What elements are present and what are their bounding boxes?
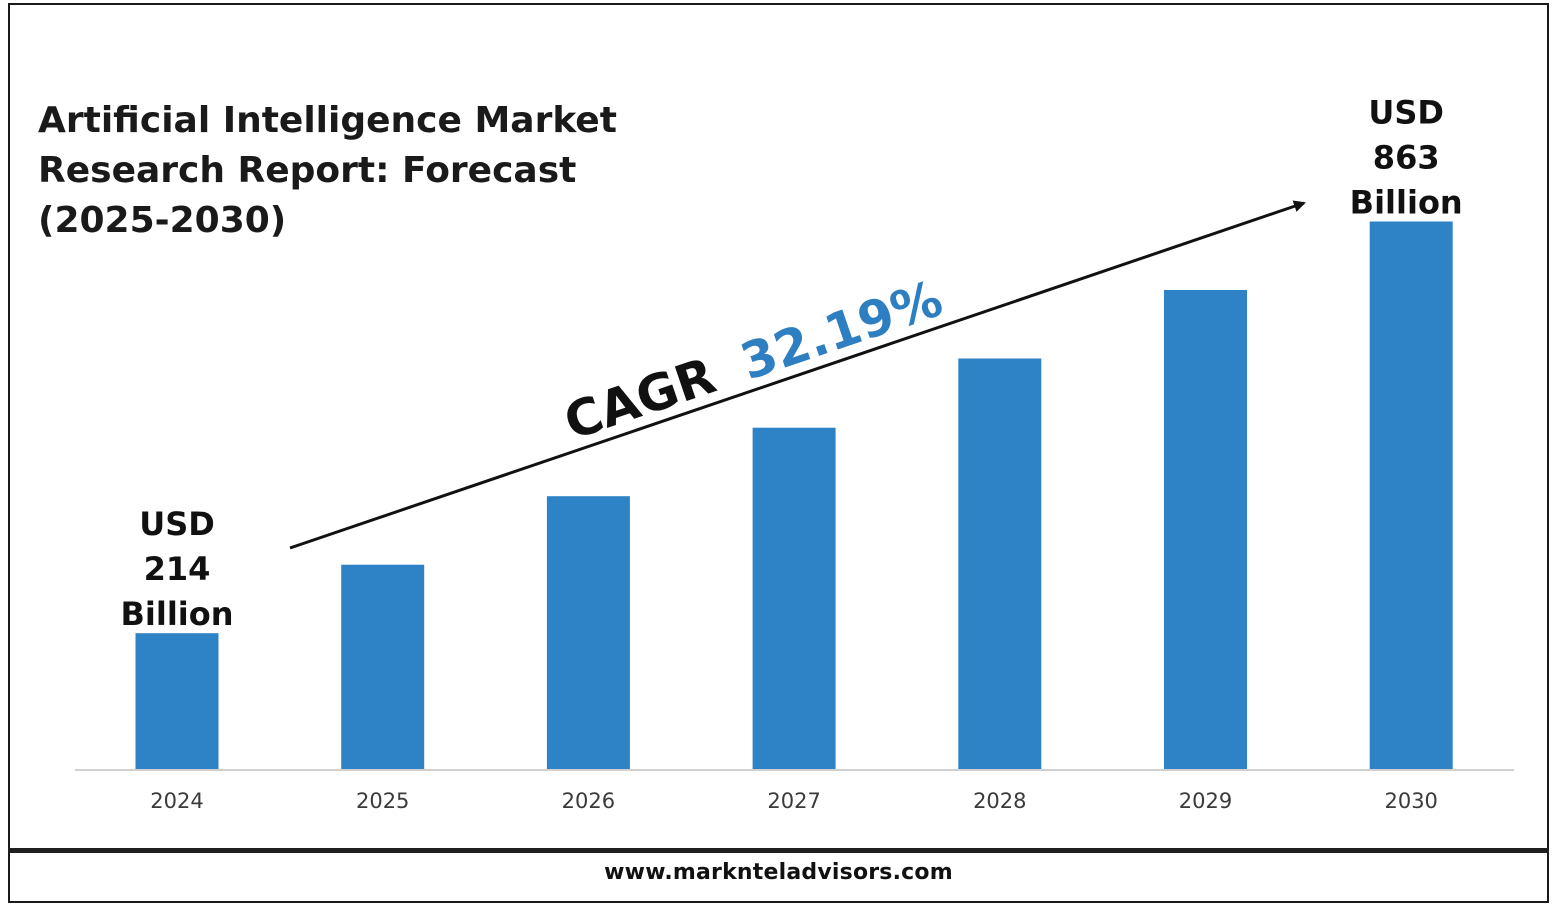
start-label-line-2: 214: [144, 550, 211, 588]
bar-2027: [752, 427, 836, 769]
chart-title: Artificial Intelligence Market Research …: [38, 100, 617, 241]
x-tick-label-2028: 2028: [973, 789, 1026, 813]
cagr-prefix: CAGR: [557, 347, 722, 452]
end-label-line-2: 863: [1373, 139, 1440, 177]
end-value-label: USD 863 Billion: [1350, 94, 1463, 222]
tick-labels-layer: 2024 2025 2026 2027 2028 2029 2030: [150, 789, 1438, 813]
x-tick-label-2026: 2026: [562, 789, 615, 813]
x-tick-label-2030: 2030: [1384, 789, 1437, 813]
cagr-annotation: CAGR 32.19%: [557, 269, 949, 451]
footer-divider: [8, 848, 1549, 853]
x-tick-label-2029: 2029: [1179, 789, 1232, 813]
bar-2030: [1369, 221, 1453, 769]
bar-2024: [135, 633, 219, 769]
bar-2025: [341, 564, 425, 769]
footer-url: www.marknteladvisors.com: [604, 860, 953, 885]
start-label-line-1: USD: [139, 505, 215, 543]
x-tick-label-2027: 2027: [767, 789, 820, 813]
end-label-line-1: USD: [1368, 94, 1444, 132]
bar-2026: [546, 496, 630, 769]
start-value-label: USD 214 Billion: [120, 505, 233, 633]
x-tick-label-2024: 2024: [150, 789, 203, 813]
end-label-line-3: Billion: [1350, 184, 1463, 222]
bar-2029: [1164, 290, 1247, 769]
start-label-line-3: Billion: [120, 595, 233, 633]
x-tick-label-2025: 2025: [356, 789, 409, 813]
trend-arrow: [289, 200, 1306, 550]
cagr-value: 32.19%: [734, 269, 950, 391]
bar-2028: [958, 358, 1042, 769]
bars-layer: [135, 221, 1453, 769]
